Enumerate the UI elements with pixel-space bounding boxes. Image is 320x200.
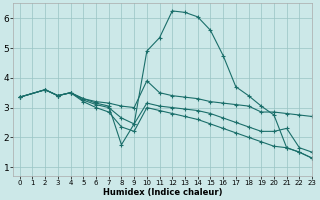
X-axis label: Humidex (Indice chaleur): Humidex (Indice chaleur) — [103, 188, 222, 197]
